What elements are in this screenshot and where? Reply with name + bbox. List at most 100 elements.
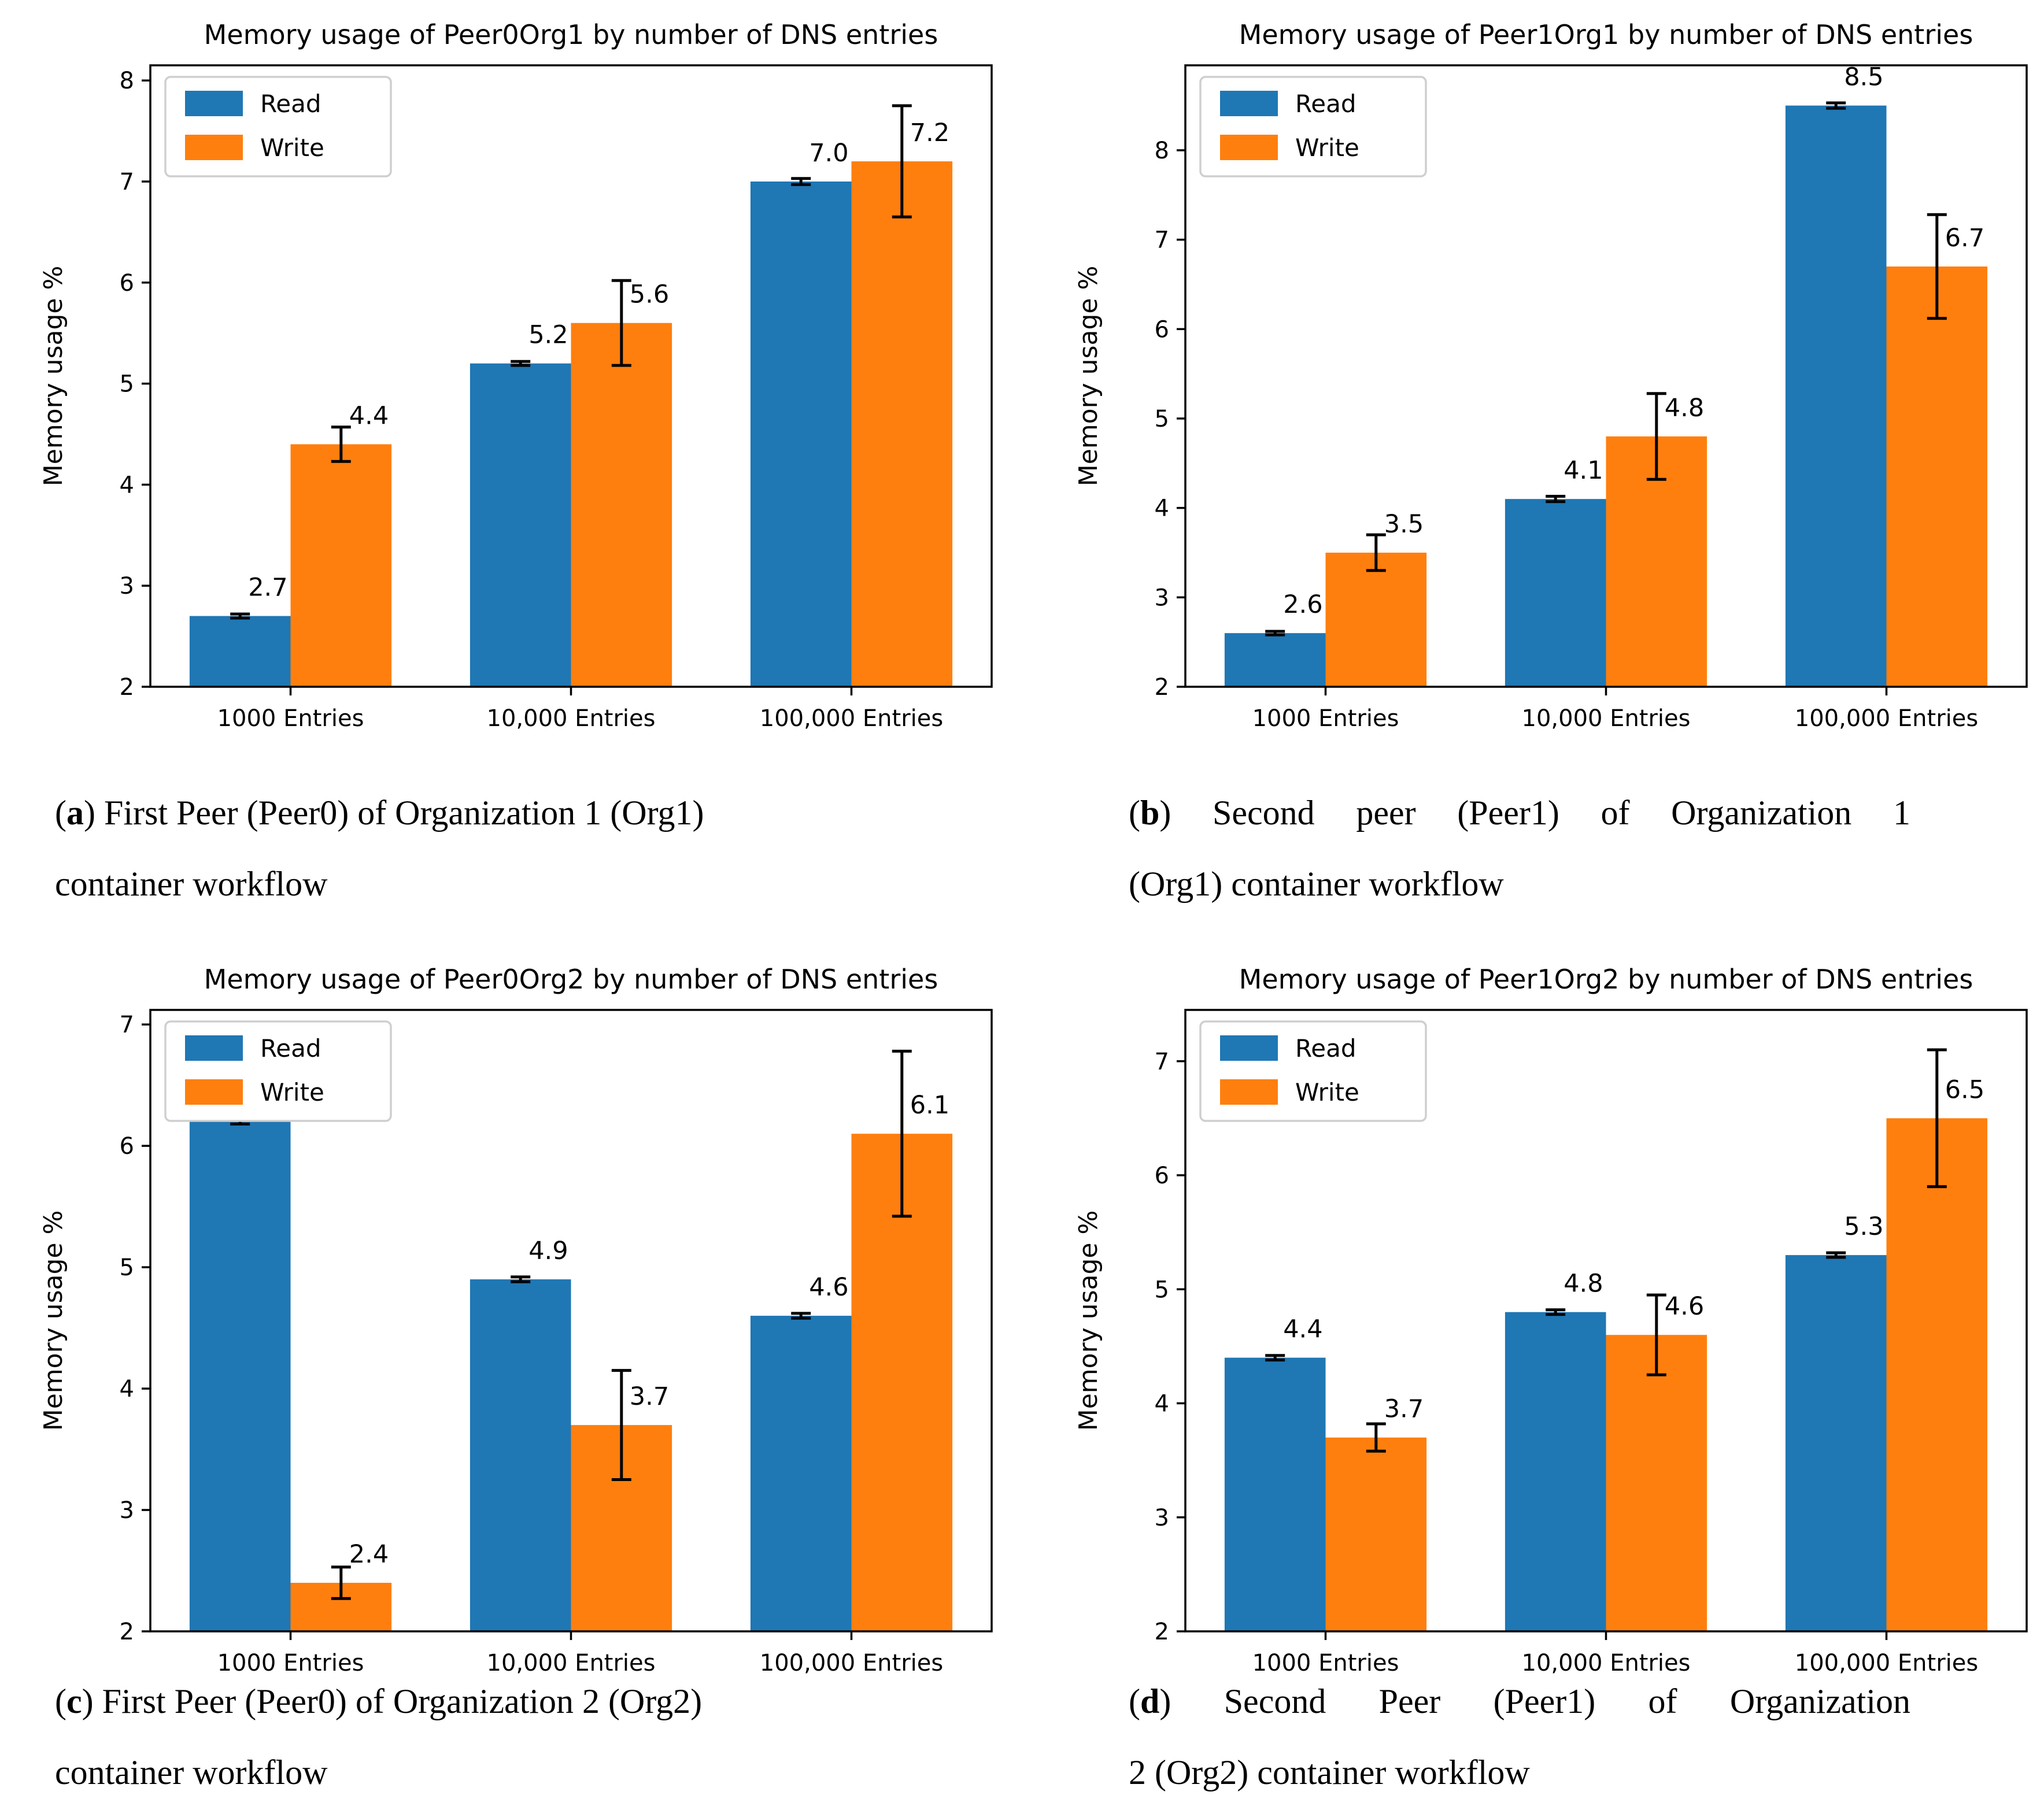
bar-value-label: 5.3 bbox=[1844, 1212, 1883, 1241]
bar-value-label: 4.6 bbox=[809, 1273, 848, 1302]
bar-read-0 bbox=[189, 616, 291, 687]
error-bar-read-0 bbox=[230, 612, 250, 620]
plot-area-frame bbox=[149, 64, 993, 688]
caption-c-letter: c bbox=[66, 1682, 82, 1720]
bar-value-label: 4.4 bbox=[349, 401, 389, 430]
legend-label-read: Read bbox=[1295, 1034, 1356, 1063]
y-tick-label: 5 bbox=[120, 371, 134, 398]
legend-label-read: Read bbox=[1295, 90, 1356, 118]
error-bar-write-1 bbox=[1646, 1293, 1666, 1376]
bar-read-2 bbox=[1785, 105, 1887, 687]
y-axis-label: Memory usage % bbox=[1074, 266, 1103, 487]
y-axis-label: Memory usage % bbox=[39, 1211, 68, 1431]
caption-c-open-paren: ( bbox=[55, 1682, 66, 1720]
y-tick-label: 4 bbox=[120, 472, 134, 498]
caption-b: (b) Second peer (Peer1) of Organization … bbox=[1129, 778, 1910, 920]
error-bar-read-0 bbox=[1265, 1354, 1285, 1362]
y-tick-label: 3 bbox=[120, 1497, 134, 1524]
bar-value-label: 2.4 bbox=[349, 1540, 389, 1569]
caption-b-letter: b bbox=[1140, 794, 1160, 832]
error-bar-write-0 bbox=[1366, 533, 1386, 572]
bar-value-label: 7.0 bbox=[809, 139, 848, 168]
chart-peer1org2: Memory usage of Peer1Org2 by number of D… bbox=[1074, 964, 2028, 1676]
bar-value-label: 2.6 bbox=[1283, 590, 1322, 619]
legend: Read Write bbox=[1199, 1020, 1427, 1122]
x-tick-label: 10,000 Entries bbox=[1522, 1650, 1691, 1676]
error-bar-write-0 bbox=[1366, 1422, 1386, 1453]
bar-value-label: 4.4 bbox=[1283, 1315, 1322, 1344]
error-bar-write-2 bbox=[1927, 1048, 1947, 1189]
legend-label-write: Write bbox=[260, 1078, 324, 1106]
caption-b-line1: Second peer (Peer1) of Organization 1 bbox=[1171, 794, 1910, 832]
y-tick-label: 6 bbox=[1155, 316, 1169, 343]
error-bar-read-1 bbox=[1546, 1308, 1566, 1316]
bar-value-label: 6.1 bbox=[910, 1091, 949, 1120]
x-tick-label: 100,000 Entries bbox=[1795, 705, 1978, 732]
y-tick-label: 8 bbox=[1155, 138, 1169, 164]
bar-write-0 bbox=[290, 444, 392, 687]
bar-write-2 bbox=[1886, 266, 1988, 687]
y-tick-label: 3 bbox=[1155, 584, 1169, 611]
legend-swatch-read bbox=[1220, 1035, 1278, 1061]
y-tick-label: 2 bbox=[1155, 1619, 1169, 1645]
y-tick-label: 5 bbox=[1155, 406, 1169, 432]
legend-label-read: Read bbox=[260, 90, 321, 118]
y-tick-label: 4 bbox=[1155, 495, 1169, 522]
caption-d-letter: d bbox=[1140, 1682, 1160, 1720]
bar-value-label: 5.6 bbox=[630, 280, 669, 309]
error-bar-write-0 bbox=[331, 1565, 351, 1600]
y-tick-label: 3 bbox=[1155, 1505, 1169, 1531]
error-bar-read-2 bbox=[791, 1312, 811, 1320]
caption-a-line1: First Peer (Peer0) of Organization 1 (Or… bbox=[95, 794, 704, 832]
y-tick-label: 2 bbox=[1155, 674, 1169, 701]
chart-title: Memory usage of Peer1Org2 by number of D… bbox=[1239, 964, 1973, 995]
bar-value-label: 4.8 bbox=[1665, 394, 1704, 423]
y-tick-label: 7 bbox=[1155, 1049, 1169, 1075]
legend: Read Write bbox=[1199, 76, 1427, 177]
subfigure-a: Memory usage of Peer0Org1 by number of D… bbox=[32, 10, 1009, 750]
caption-a-line2: container workflow bbox=[55, 865, 328, 903]
x-tick-label: 100,000 Entries bbox=[760, 1650, 943, 1676]
bar-read-0 bbox=[189, 1121, 291, 1631]
chart-title: Memory usage of Peer1Org1 by number of D… bbox=[1239, 19, 1973, 50]
bar-read-1 bbox=[470, 1279, 571, 1631]
bar-write-0 bbox=[1325, 1437, 1427, 1631]
bar-read-0 bbox=[1224, 633, 1326, 687]
legend-swatch-write bbox=[1220, 1079, 1278, 1105]
error-bar-read-1 bbox=[1546, 495, 1566, 504]
bar-value-label: 4.1 bbox=[1564, 456, 1603, 485]
legend-swatch-read bbox=[185, 1035, 243, 1061]
y-tick-label: 2 bbox=[120, 674, 134, 701]
bar-value-label: 2.7 bbox=[248, 573, 287, 602]
error-bar-write-2 bbox=[892, 1049, 912, 1218]
error-bar-write-0 bbox=[331, 425, 351, 463]
y-axis-label: Memory usage % bbox=[1074, 1211, 1103, 1431]
plot-area-frame bbox=[149, 1009, 993, 1633]
caption-a-open-paren: ( bbox=[55, 794, 66, 832]
bar-value-label: 4.8 bbox=[1564, 1269, 1603, 1298]
legend-swatch-write bbox=[185, 135, 243, 160]
bar-value-label: 8.5 bbox=[1844, 63, 1883, 92]
caption-c: (c) First Peer (Peer0) of Organization 2… bbox=[55, 1666, 916, 1799]
bar-read-2 bbox=[1785, 1255, 1887, 1631]
error-bar-write-1 bbox=[611, 279, 631, 367]
error-bar-read-2 bbox=[1826, 1251, 1846, 1259]
y-tick-label: 7 bbox=[1155, 227, 1169, 254]
legend-swatch-write bbox=[1220, 135, 1278, 160]
error-bar-read-2 bbox=[791, 177, 811, 186]
caption-b-line2: (Org1) container workflow bbox=[1129, 865, 1504, 903]
caption-d-close-paren: ) bbox=[1159, 1682, 1171, 1720]
caption-a-close-paren: ) bbox=[83, 794, 95, 832]
bar-write-2 bbox=[1886, 1118, 1988, 1631]
caption-d-line1: Second Peer (Peer1) of Organization bbox=[1171, 1682, 1910, 1720]
bar-value-label: 3.7 bbox=[1384, 1395, 1424, 1424]
bar-value-label: 3.5 bbox=[1384, 510, 1424, 539]
error-bar-write-1 bbox=[611, 1369, 631, 1481]
x-tick-label: 10,000 Entries bbox=[1522, 705, 1691, 732]
bar-read-2 bbox=[750, 182, 852, 687]
x-tick-label: 1000 Entries bbox=[1252, 705, 1399, 732]
bar-value-label: 7.2 bbox=[910, 119, 949, 147]
y-tick-label: 5 bbox=[120, 1254, 134, 1281]
bar-value-label: 6.5 bbox=[1945, 1075, 1984, 1104]
